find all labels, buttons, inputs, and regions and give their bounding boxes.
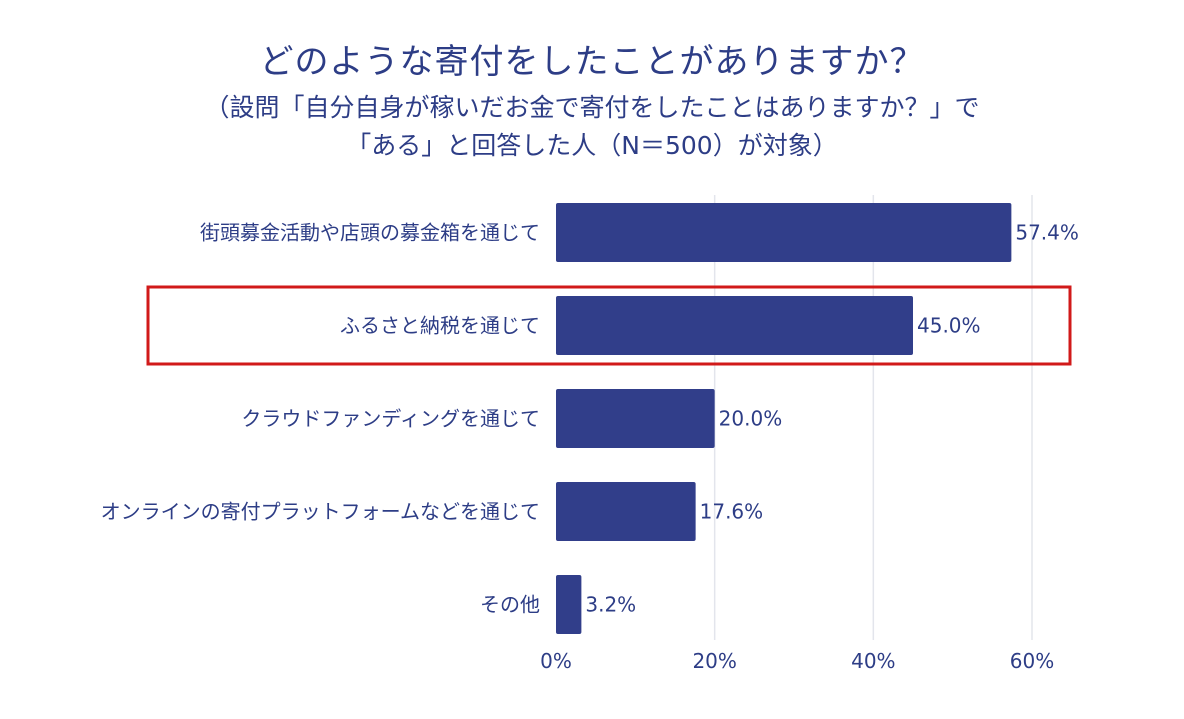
category-label-0: 街頭募金活動や店頭の募金箱を通じて bbox=[200, 221, 540, 245]
chart-subtitle-line-2: 「ある」と回答した人（N＝500）が対象） bbox=[346, 131, 838, 160]
highlight-box bbox=[146, 285, 1072, 366]
value-label-3: 17.6% bbox=[700, 500, 764, 524]
x-tick-label-40: 40% bbox=[851, 649, 895, 673]
chart-title: どのような寄付をしたことがありますか？ bbox=[259, 42, 925, 82]
category-label-1: ふるさと納税を通じて bbox=[340, 314, 540, 338]
x-tick-label-0: 0% bbox=[540, 649, 572, 673]
chart-subtitle-line-1: （設問「自分自身が稼いだお金で寄付をしたことはありますか？」で bbox=[204, 93, 980, 122]
bar-3 bbox=[556, 482, 696, 541]
highlight-layer bbox=[146, 285, 1072, 366]
value-label-4: 3.2% bbox=[585, 593, 636, 617]
bar-1 bbox=[556, 296, 913, 355]
category-label-4: その他 bbox=[480, 593, 540, 617]
value-label-0: 57.4% bbox=[1015, 221, 1079, 245]
x-tick-label-20: 20% bbox=[692, 649, 736, 673]
bars bbox=[556, 203, 1012, 634]
x-tick-label-60: 60% bbox=[1010, 649, 1054, 673]
x-axis-ticks: 0% 20% 40% 60% bbox=[540, 649, 1054, 673]
bar-2 bbox=[556, 389, 715, 448]
bar-4 bbox=[556, 575, 582, 634]
category-label-3: オンラインの寄付プラットフォームなどを通じて bbox=[101, 500, 540, 524]
category-label-2: クラウドファンディングを通じて bbox=[241, 407, 540, 431]
value-label-1: 45.0% bbox=[917, 314, 981, 338]
bar-0 bbox=[556, 203, 1012, 262]
labels: 街頭募金活動や店頭の募金箱を通じて 57.4% ふるさと納税を通じて 45.0% クラウ… bbox=[101, 221, 1079, 617]
value-label-2: 20.0% bbox=[719, 407, 783, 431]
